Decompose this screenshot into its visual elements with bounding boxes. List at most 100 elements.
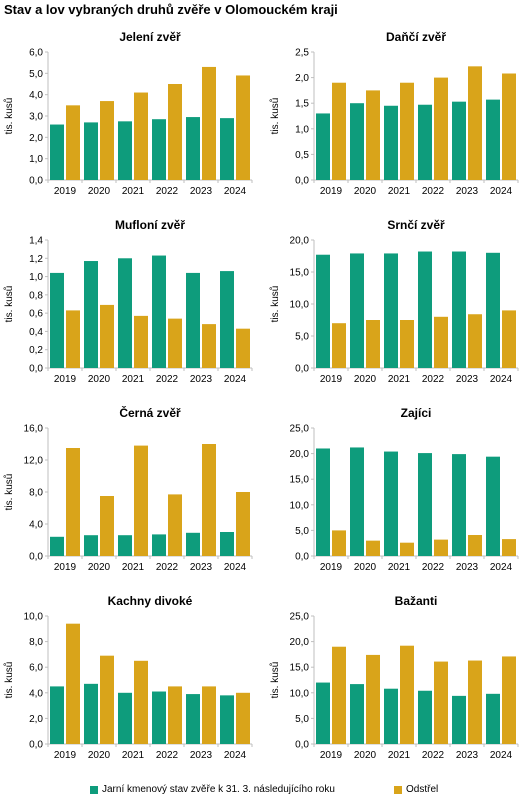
y-tick-label: 0,0	[29, 176, 43, 187]
y-tick-label: 20,0	[290, 449, 310, 460]
bar-stock	[418, 104, 432, 180]
bar-stock	[50, 272, 64, 368]
bar-harvest	[502, 656, 516, 744]
y-tick-label: 1,2	[29, 254, 43, 265]
bar-harvest	[236, 328, 250, 368]
y-tick-label: 10,0	[290, 500, 310, 511]
chart-panel-red-deer: Jelení zvěř tis. kusů 0,0 1,0 2,0 3,0 4,0 5,0 6,…	[0, 24, 266, 212]
x-tick-label: 2023	[456, 186, 479, 197]
x-tick-label: 2019	[54, 186, 77, 197]
bar-harvest	[202, 444, 216, 556]
bar-harvest	[502, 73, 516, 180]
y-tick-label: 0,0	[29, 740, 43, 751]
x-tick-label: 2023	[456, 750, 479, 761]
bar-harvest	[202, 324, 216, 368]
bar-harvest	[400, 542, 414, 556]
bar-stock	[186, 272, 200, 368]
y-tick-label: 0,5	[295, 150, 309, 161]
y-tick-label: 1,5	[295, 99, 309, 110]
bar-stock	[316, 113, 330, 180]
bar-stock	[316, 448, 330, 556]
chart-title: Jelení zvěř	[119, 30, 181, 44]
x-tick-label: 2019	[320, 750, 343, 761]
y-tick-label: 8,0	[29, 488, 43, 499]
y-tick-label: 0,0	[295, 740, 309, 751]
y-tick-label: 20,0	[290, 236, 310, 247]
y-tick-label: 0,4	[29, 327, 43, 338]
chart-title: Kachny divoké	[108, 594, 193, 608]
bar-harvest	[468, 535, 482, 556]
y-axis-label: tis. kusů	[269, 98, 281, 135]
x-tick-label: 2022	[156, 750, 179, 761]
y-tick-label: 1,0	[29, 154, 43, 165]
legend-label-harvest: Odstřel	[406, 784, 439, 795]
bar-harvest	[134, 315, 148, 368]
bar-stock	[118, 535, 132, 556]
x-tick-label: 2021	[122, 750, 145, 761]
bar-stock	[418, 453, 432, 556]
x-tick-label: 2023	[190, 562, 213, 573]
chart-panel-fallow-deer: Daňčí zvěř tis. kusů 0,0 0,5 1,0 1,5 2,0 2,5 201…	[266, 24, 532, 212]
x-tick-label: 2020	[88, 186, 111, 197]
chart-svg: Černá zvěř tis. kusů 0,0 4,0 8,0 12,0 16,0 2019…	[3, 405, 253, 573]
y-tick-label: 5,0	[29, 69, 43, 80]
bar-stock	[384, 688, 398, 744]
bar-harvest	[366, 320, 380, 368]
x-tick-label: 2022	[156, 374, 179, 385]
y-tick-label: 2,0	[295, 73, 309, 84]
x-tick-label: 2020	[88, 562, 111, 573]
y-tick-label: 15,0	[290, 663, 310, 674]
bar-stock	[84, 683, 98, 744]
bar-harvest	[400, 320, 414, 368]
x-tick-label: 2024	[490, 186, 513, 197]
y-tick-label: 4,0	[29, 90, 43, 101]
legend-item-stock: Jarní kmenový stav zvěře k 31. 3. násled…	[90, 784, 335, 795]
bar-harvest	[202, 686, 216, 744]
bar-harvest	[66, 623, 80, 744]
bar-harvest	[168, 686, 182, 744]
y-axis-label: tis. kusů	[3, 662, 15, 699]
chart-svg: Jelení zvěř tis. kusů 0,0 1,0 2,0 3,0 4,0 5,0 6,…	[3, 30, 253, 197]
bar-stock	[316, 682, 330, 744]
bar-harvest	[366, 540, 380, 556]
x-tick-label: 2022	[156, 186, 179, 197]
bar-harvest	[468, 66, 482, 180]
y-axis-label: tis. kusů	[3, 474, 15, 511]
chart-svg: Zajíci 0,0 5,0 10,0 15,0 20,0 25,0 2019 2020 2021…	[290, 406, 519, 573]
bar-harvest	[168, 494, 182, 556]
chart-svg: Kachny divoké tis. kusů 0,0 2,0 4,0 6,0 8,0 10,…	[3, 594, 253, 761]
bar-stock	[486, 99, 500, 180]
x-tick-label: 2022	[422, 186, 445, 197]
x-tick-label: 2021	[388, 186, 411, 197]
bar-stock	[452, 454, 466, 556]
x-tick-label: 2023	[190, 374, 213, 385]
bar-harvest	[236, 692, 250, 744]
x-tick-label: 2019	[54, 374, 77, 385]
bar-stock	[118, 258, 132, 368]
chart-panel-wild-boar: Černá zvěř tis. kusů 0,0 4,0 8,0 12,0 16,0 2019…	[0, 400, 266, 588]
x-tick-label: 2021	[388, 562, 411, 573]
chart-title: Mufloní zvěř	[115, 218, 185, 232]
bar-stock	[220, 532, 234, 556]
chart-title: Srnčí zvěř	[387, 218, 445, 232]
y-tick-label: 0,0	[29, 552, 43, 563]
y-axis-label: tis. kusů	[3, 98, 15, 135]
y-tick-label: 0,6	[29, 309, 43, 320]
bar-harvest	[134, 92, 148, 180]
legend-swatch-stock	[90, 785, 98, 794]
x-tick-label: 2021	[388, 750, 411, 761]
y-tick-label: 10,0	[290, 300, 310, 311]
bar-stock	[186, 694, 200, 744]
bar-harvest	[332, 646, 346, 744]
bar-stock	[220, 695, 234, 744]
bar-harvest	[434, 316, 448, 368]
y-tick-label: 1,0	[29, 272, 43, 283]
bar-stock	[50, 124, 64, 180]
x-tick-label: 2023	[456, 374, 479, 385]
x-tick-label: 2020	[354, 186, 377, 197]
chart-title: Zajíci	[401, 406, 432, 420]
bar-harvest	[168, 318, 182, 368]
y-tick-label: 3,0	[29, 112, 43, 123]
bar-harvest	[502, 539, 516, 556]
x-tick-label: 2020	[354, 562, 377, 573]
